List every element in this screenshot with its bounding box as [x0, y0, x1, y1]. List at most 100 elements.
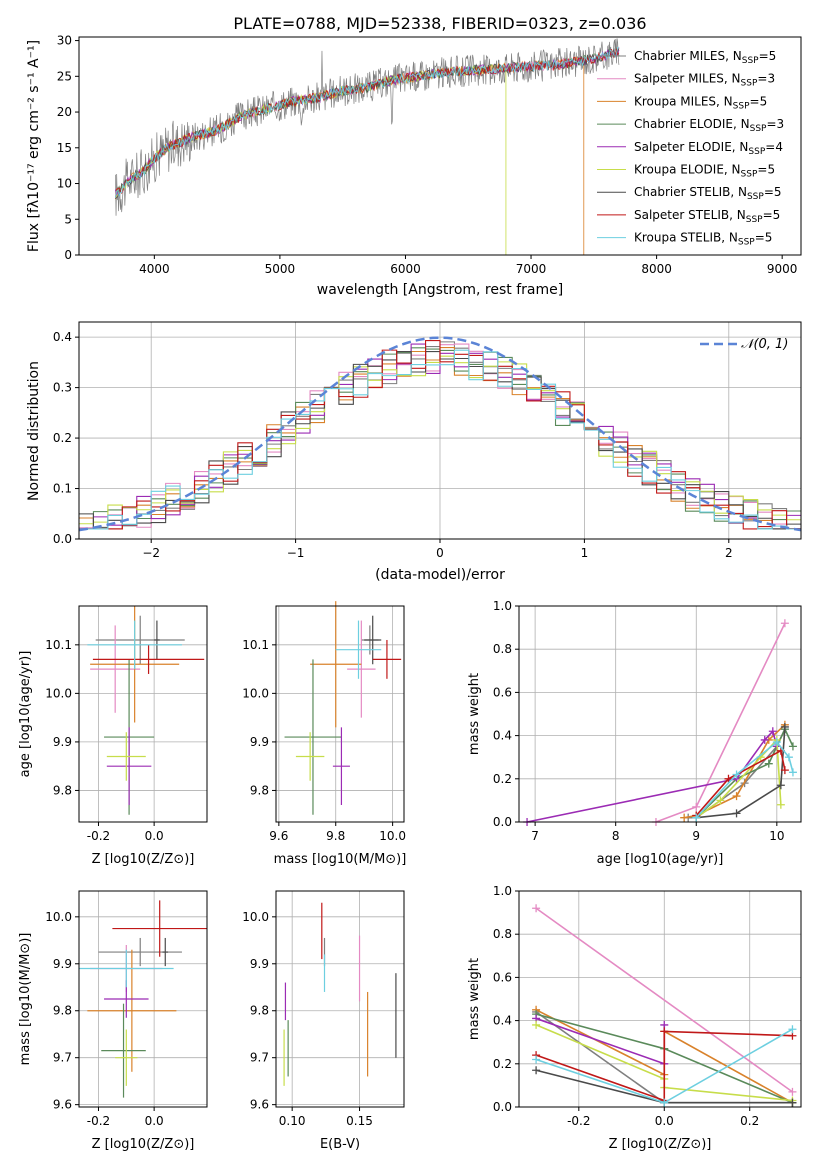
spectrum-ylabel: Flux [fλ10⁻¹⁷ erg cm⁻² s⁻¹ A⁻¹] [26, 40, 42, 252]
point-marker [768, 727, 777, 736]
y-tick-label: 25 [57, 69, 72, 83]
x-tick-label: 0.15 [346, 1114, 373, 1128]
y-tick-label: 10.0 [45, 686, 72, 700]
panel-frame [518, 890, 802, 1108]
x-axis-label: Z [log10(Z/Z⊙)] [92, 1137, 195, 1152]
x-tick-label: 9.6 [269, 829, 288, 843]
point-marker [660, 1098, 669, 1107]
x-tick-label: 0.0 [145, 829, 164, 843]
panel-frame [78, 605, 208, 823]
y-tick-label: 0.2 [493, 1057, 512, 1071]
y-tick-label: 10 [57, 177, 72, 191]
histogram-series [79, 340, 801, 530]
y-axis-label: mass weight [467, 958, 482, 1040]
point-marker [780, 619, 789, 628]
series-line [684, 724, 786, 819]
y-tick-label: 0.1 [53, 482, 72, 496]
x-tick-label: 1 [581, 546, 589, 560]
point-marker [776, 800, 785, 809]
residual-histograms [79, 340, 801, 530]
x-tick-label: 7 [531, 829, 539, 843]
y-tick-label: 0.6 [493, 685, 512, 699]
y-tick-label: 10.1 [242, 638, 269, 652]
y-tick-label: 0.4 [493, 1014, 512, 1028]
legend-entry: Chabrier ELODIE, NSSP=3 [634, 117, 784, 134]
x-tick-label: 9.8 [326, 829, 345, 843]
y-tick-label: 9.9 [250, 735, 269, 749]
figure-title: PLATE=0788, MJD=52338, FIBERID=0323, z=0… [233, 14, 646, 33]
x-tick-label: −1 [287, 546, 305, 560]
legend-entry: Salpeter ELODIE, NSSP=4 [634, 140, 783, 157]
panel-frame [518, 605, 802, 823]
point-marker [788, 1025, 797, 1034]
y-tick-label: 9.6 [53, 1098, 72, 1112]
panel-frame [78, 890, 208, 1108]
x-axis-label: mass [log10(M/M⊙)] [274, 852, 407, 867]
y-tick-label: 9.9 [53, 957, 72, 971]
point-marker [788, 1087, 797, 1096]
x-tick-label: 9000 [767, 262, 798, 276]
y-tick-label: 1.0 [493, 884, 512, 898]
y-tick-label: 0.4 [53, 330, 72, 344]
spectrum-xlabel: wavelength [Angstrom, rest frame] [317, 282, 563, 298]
residual-ylabel: Normed distribution [26, 361, 42, 501]
point-marker [732, 770, 741, 779]
x-tick-label: 2 [725, 546, 733, 560]
point-marker [780, 722, 789, 731]
point-marker [788, 742, 797, 751]
y-tick-label: 0.8 [493, 642, 512, 656]
x-tick-label: 10.0 [379, 829, 406, 843]
y-tick-label: 9.9 [53, 735, 72, 749]
x-tick-label: -0.2 [567, 1114, 590, 1128]
x-tick-label: 8 [612, 829, 620, 843]
model-spectrum [114, 46, 620, 199]
x-axis-label: age [log10(age/yr)] [597, 852, 724, 867]
point-marker [764, 759, 773, 768]
legend-entry: Salpeter MILES, NSSP=3 [634, 72, 775, 89]
point-marker [780, 766, 789, 775]
spectrum-lines [114, 38, 620, 255]
x-tick-label: -0.2 [87, 829, 110, 843]
residual-frame [78, 321, 802, 540]
age-vs-Z-panel: -0.2 0.0 9.8 9.9 10.0 10.1 Z [log10(Z/Z⊙)] age … [18, 605, 208, 867]
legend-entry: Salpeter STELIB, NSSP=5 [634, 208, 780, 225]
point-marker [692, 802, 701, 811]
y-tick-label: 0.3 [53, 381, 72, 395]
x-tick-label: 5000 [265, 262, 296, 276]
series-line [535, 907, 793, 1093]
point-marker [660, 1027, 669, 1036]
series-line [696, 726, 786, 819]
x-tick-label: 0 [436, 546, 444, 560]
legend-entry: Chabrier STELIB, NSSP=5 [634, 185, 782, 202]
point-marker [784, 753, 793, 762]
residual-panel: −2 −1 0 1 2 0.0 0.1 0.2 0.3 0.4 𝒩(0, 1) (data-mod… [26, 321, 802, 583]
x-axis-label: E(B-V) [320, 1137, 360, 1152]
model-spectrum [114, 49, 620, 196]
age-vs-mass-panel: 9.6 9.8 10.0 9.8 9.9 10.0 10.1 mass [log10(M/M⊙… [242, 601, 406, 867]
x-tick-label: 8000 [641, 262, 672, 276]
y-tick-label: 0.6 [493, 970, 512, 984]
mass-vs-Z-panel: -0.2 0.0 9.6 9.7 9.8 9.9 10.0 Z [log10(Z/Z⊙)] ma… [18, 890, 208, 1152]
y-tick-label: 9.8 [250, 1004, 269, 1018]
legend-entry: Kroupa MILES, NSSP=5 [634, 94, 767, 111]
x-tick-label: 0.0 [145, 1114, 164, 1128]
y-tick-label: 0.0 [493, 1100, 512, 1114]
series-line [695, 749, 786, 817]
model-spectrum [115, 47, 620, 200]
y-tick-label: 0.0 [53, 532, 72, 546]
model-spectrum [115, 47, 620, 197]
x-tick-label: 4000 [139, 262, 170, 276]
mass-vs-EBV-panel: 0.10 0.15 9.6 9.7 9.8 9.9 10.0 E(B-V) [242, 890, 405, 1152]
point-marker [776, 781, 785, 790]
x-tick-label: -0.2 [87, 1114, 110, 1128]
point-marker [692, 813, 701, 822]
x-tick-label: 0.10 [279, 1114, 306, 1128]
point-marker [532, 1020, 541, 1029]
y-axis-label: mass weight [467, 673, 482, 755]
x-tick-label: 9 [692, 829, 700, 843]
x-tick-label: 0.2 [740, 1114, 759, 1128]
x-axis-label: Z [log10(Z/Z⊙)] [609, 1137, 712, 1152]
y-tick-label: 0.2 [53, 431, 72, 445]
y-tick-label: 9.8 [53, 783, 72, 797]
